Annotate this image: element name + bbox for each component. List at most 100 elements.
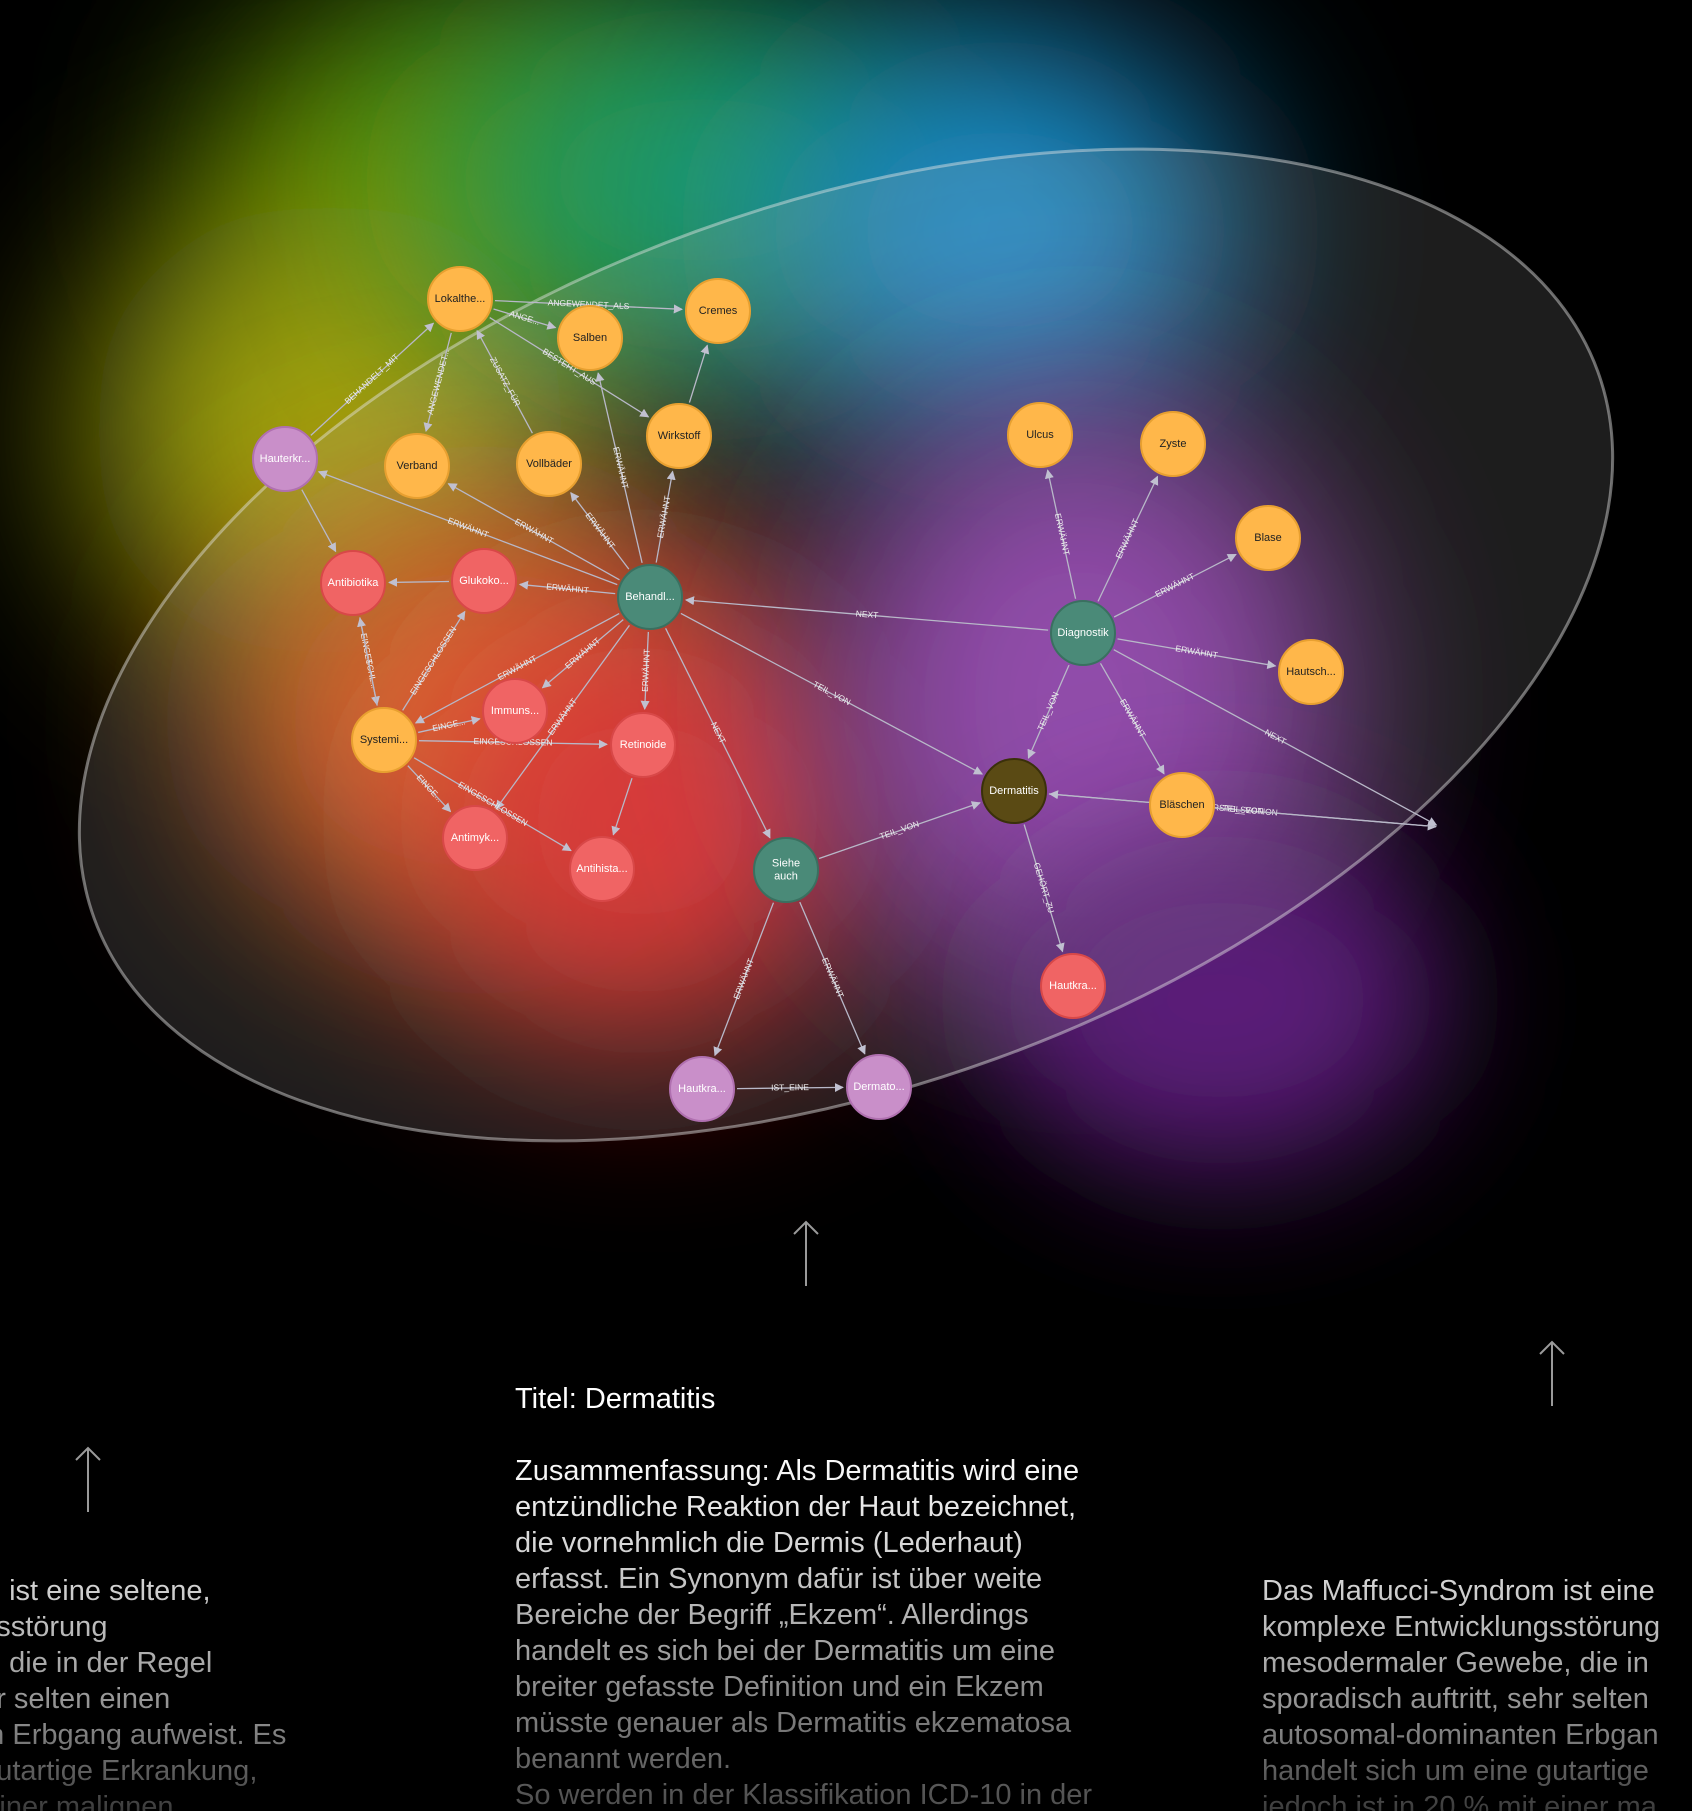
- edge-label: TEIL_VON: [1222, 803, 1264, 816]
- graph-node-behandl[interactable]: Behandl...: [617, 564, 683, 630]
- graph-node-glukoko[interactable]: Glukoko...: [451, 548, 517, 614]
- edge-line: [799, 901, 866, 1055]
- node-label: Ulcus: [1026, 429, 1054, 441]
- node-circle[interactable]: [1149, 772, 1215, 838]
- node-circle[interactable]: [442, 805, 508, 871]
- edge-line: [1044, 469, 1077, 599]
- graph-edge: [688, 344, 710, 403]
- graph-node-salben[interactable]: Salben: [557, 305, 623, 371]
- node-circle[interactable]: [669, 1056, 735, 1122]
- edge-line: [541, 619, 624, 689]
- graph-node-diagnostik[interactable]: Diagnostik: [1050, 600, 1116, 666]
- up-arrow-icon: [75, 1446, 101, 1512]
- node-circle[interactable]: [351, 707, 417, 773]
- graph-node-zyste[interactable]: Zyste: [1140, 411, 1206, 477]
- node-circle[interactable]: [846, 1054, 912, 1120]
- edge-line: [1027, 664, 1070, 759]
- node-label: Retinoide: [620, 739, 666, 751]
- graph-node-hautsch[interactable]: Hautsch...: [1278, 639, 1344, 705]
- graph-node-antibiotika[interactable]: Antibiotika: [320, 550, 386, 616]
- node-label: Antimyk...: [451, 832, 499, 844]
- graph-node-lokalthe[interactable]: Lokalthe...: [427, 266, 493, 332]
- edge-line: [570, 491, 630, 570]
- left-document-snippet: Syndrom ist eine seltene, wicklungsstöru…: [0, 1573, 445, 1811]
- edge-line: [684, 596, 1049, 631]
- node-label: auch: [774, 870, 798, 882]
- graph-node-hauterkr[interactable]: Hauterkr...: [252, 426, 318, 492]
- edge-line: [413, 757, 572, 852]
- node-label: Antibiotika: [328, 577, 380, 589]
- node-circle[interactable]: [427, 266, 493, 332]
- edge-line: [818, 801, 981, 860]
- edge-line: [476, 329, 533, 434]
- node-label: Antihista...: [576, 863, 627, 875]
- right-document-snippet: Das Maffucci-Syndrom ist eine komplexe E…: [1262, 1573, 1692, 1811]
- node-circle[interactable]: [1278, 639, 1344, 705]
- graph-node-hautkra-purple[interactable]: Hautkra...: [669, 1056, 735, 1122]
- node-circle[interactable]: [646, 403, 712, 469]
- node-circle[interactable]: [1007, 402, 1073, 468]
- node-circle[interactable]: [569, 836, 635, 902]
- graph-edge: TEIL_VON: [1048, 790, 1437, 828]
- graph-node-immuns[interactable]: Immuns...: [482, 678, 548, 744]
- graph-edge: T: [357, 617, 378, 706]
- node-circle[interactable]: [451, 548, 517, 614]
- edge-line: [1117, 638, 1277, 670]
- edge-line: [680, 612, 984, 775]
- node-label: Systemi...: [360, 734, 408, 746]
- edge-line: [1099, 663, 1165, 775]
- node-circle[interactable]: [1050, 600, 1116, 666]
- edge-label: ANGEWENDET_ALS: [547, 297, 629, 311]
- graph-node-retinoide[interactable]: Retinoide: [610, 712, 676, 778]
- node-circle[interactable]: [610, 712, 676, 778]
- graph-node-hautkra-red[interactable]: Hautkra...: [1040, 953, 1106, 1019]
- graph-node-wirkstoff[interactable]: Wirkstoff: [646, 403, 712, 469]
- edge-label: ERWÄHNT: [640, 649, 652, 692]
- graph-node-verband[interactable]: Verband: [384, 433, 450, 499]
- node-circle[interactable]: [252, 426, 318, 492]
- edge-line: [1113, 553, 1237, 618]
- document-title: Titel: Dermatitis: [515, 1383, 716, 1415]
- node-circle[interactable]: [753, 837, 819, 903]
- graph-node-vollbaeder[interactable]: Vollbäder: [516, 431, 582, 497]
- edge-line: [1097, 475, 1159, 602]
- graph-node-blase[interactable]: Blase: [1235, 505, 1301, 571]
- edge-line: [1023, 824, 1065, 953]
- node-label: Behandl...: [625, 591, 675, 603]
- graph-node-antihista[interactable]: Antihista...: [569, 836, 635, 902]
- graph-edge: [611, 778, 633, 836]
- node-circle[interactable]: [1235, 505, 1301, 571]
- node-circle[interactable]: [685, 278, 751, 344]
- node-circle[interactable]: [1140, 411, 1206, 477]
- node-circle[interactable]: [482, 678, 548, 744]
- graph-node-dermatitis[interactable]: Dermatitis: [981, 758, 1047, 824]
- node-circle[interactable]: [557, 305, 623, 371]
- node-circle[interactable]: [1040, 953, 1106, 1019]
- up-arrow-icon: [793, 1220, 819, 1286]
- node-circle[interactable]: [516, 431, 582, 497]
- graph-node-dermato[interactable]: Dermato...: [846, 1054, 912, 1120]
- graph-node-antimyk[interactable]: Antimyk...: [442, 805, 508, 871]
- graph-node-systemi[interactable]: Systemi...: [351, 707, 417, 773]
- graph-node-blaeschen[interactable]: Bläschen: [1149, 772, 1215, 838]
- node-label: Lokalthe...: [435, 293, 486, 305]
- edge-line: [688, 344, 710, 403]
- node-circle[interactable]: [981, 758, 1047, 824]
- graph-edge: [388, 577, 450, 587]
- edge-line: [495, 624, 630, 810]
- graph-edge: ANGEWENDET_ALS: [494, 297, 683, 314]
- node-circle[interactable]: [617, 564, 683, 630]
- edge-line: [713, 902, 775, 1057]
- graph-node-cremes[interactable]: Cremes: [685, 278, 751, 344]
- node-circle[interactable]: [320, 550, 386, 616]
- graph-edge: IST_EINE: [736, 1082, 844, 1092]
- node-circle[interactable]: [384, 433, 450, 499]
- graph-node-ulcus[interactable]: Ulcus: [1007, 402, 1073, 468]
- edge-line: [655, 470, 676, 563]
- node-label: Cremes: [699, 305, 738, 317]
- edge-label: IST_EINE: [771, 1082, 809, 1092]
- node-label: Verband: [397, 460, 438, 472]
- node-label: Dermatitis: [989, 785, 1039, 797]
